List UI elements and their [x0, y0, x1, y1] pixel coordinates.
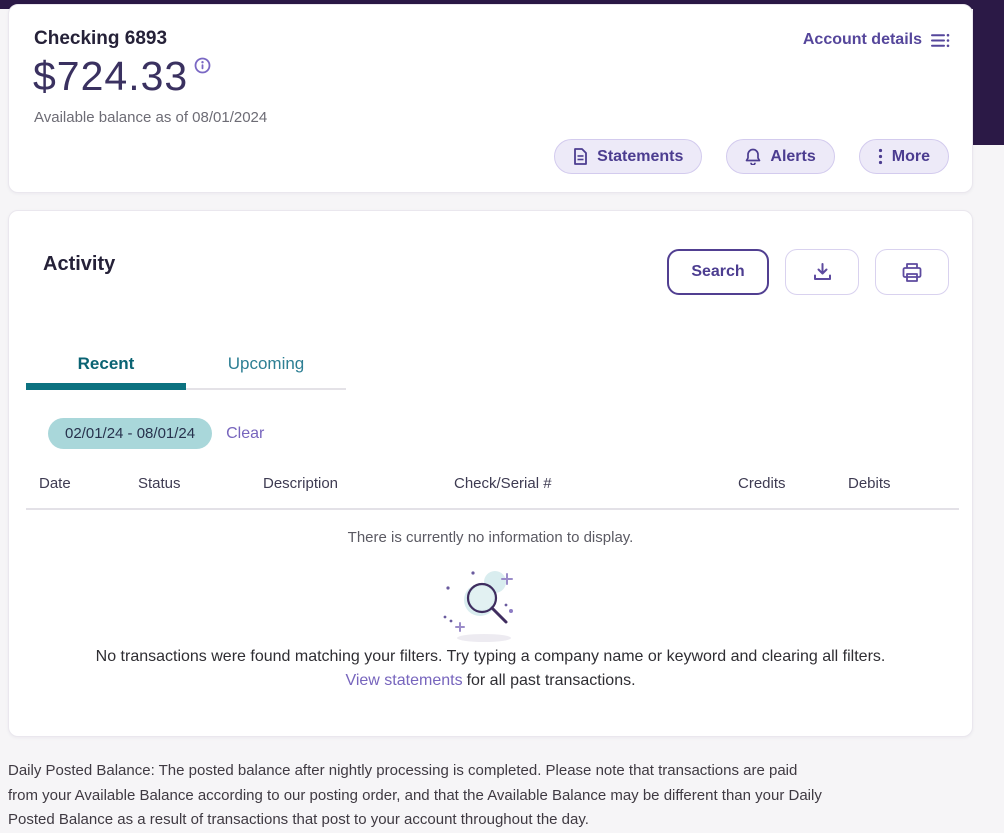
more-label: More [891, 147, 930, 165]
clear-filters-link[interactable]: Clear [226, 425, 264, 443]
column-header-debits: Debits [848, 475, 891, 492]
view-statements-label: View statements [345, 672, 463, 689]
tab-upcoming-indicator [186, 388, 346, 390]
document-icon [573, 148, 588, 165]
no-info-text: There is currently no information to dis… [347, 529, 634, 546]
statements-label: Statements [597, 147, 684, 165]
available-balance-note: Available balance as of 08/01/2024 [34, 109, 268, 126]
table-header-divider [26, 508, 959, 510]
more-button[interactable]: More [858, 139, 949, 174]
account-balance: $724.33 [33, 53, 189, 99]
tab-recent[interactable]: Recent [26, 348, 186, 390]
link-suffix-text: for all past transactions. [466, 672, 636, 689]
empty-state-link-line: View statements for all past transaction… [9, 672, 972, 690]
date-range-label: 02/01/24 - 08/01/24 [65, 425, 196, 442]
statements-button[interactable]: Statements [554, 139, 703, 174]
clear-label: Clear [226, 424, 265, 442]
bell-icon [745, 148, 761, 165]
details-list-icon [931, 33, 950, 48]
tab-recent-label: Recent [77, 354, 135, 373]
column-header-status: Status [138, 475, 181, 492]
print-button[interactable] [875, 249, 949, 295]
activity-tabs: Recent Upcoming [26, 348, 346, 390]
column-header-description: Description [263, 475, 339, 492]
printer-icon [901, 262, 923, 283]
account-details-label: Account details [802, 31, 922, 48]
download-button[interactable] [785, 249, 859, 295]
disclaimer-line-1: Daily Posted Balance: The posted balance… [8, 762, 798, 779]
download-icon [812, 262, 833, 282]
transactions-table-header: Date Status Description Check/Serial # C… [9, 475, 972, 492]
alerts-button[interactable]: Alerts [726, 139, 835, 174]
balance-row: $724.33 [33, 53, 211, 100]
daily-posted-balance-disclaimer: Daily Posted Balance: The posted balance… [8, 759, 965, 833]
view-statements-link[interactable]: View statements [345, 672, 462, 690]
search-button[interactable]: Search [667, 249, 769, 295]
magnifier-illustration [9, 566, 972, 649]
tab-upcoming-label: Upcoming [227, 354, 305, 373]
alerts-label: Alerts [770, 147, 816, 165]
activity-title: Activity [43, 253, 116, 275]
info-icon[interactable] [194, 57, 211, 74]
search-label: Search [691, 263, 745, 280]
column-header-date: Date [39, 475, 71, 492]
account-details-link[interactable]: Account details [803, 31, 950, 49]
header-band-right [973, 0, 1004, 145]
column-header-credits: Credits [738, 475, 786, 492]
quick-actions: Statements Alerts More [554, 139, 949, 174]
empty-state-message: No transactions were found matching your… [95, 648, 886, 665]
account-title: Checking 6893 [34, 28, 168, 49]
tab-upcoming[interactable]: Upcoming [186, 348, 346, 390]
column-header-check-serial: Check/Serial # [454, 475, 552, 492]
activity-card: Activity Search [8, 210, 973, 737]
activity-toolbar: Search [667, 249, 949, 295]
account-summary-card: Checking 6893 $724.33 Available balance … [8, 4, 973, 193]
date-range-chip[interactable]: 02/01/24 - 08/01/24 [48, 418, 213, 449]
disclaimer-line-2: from your Available Balance according to… [8, 786, 822, 804]
kebab-icon [878, 148, 883, 165]
tab-recent-indicator [26, 383, 186, 390]
filter-row: 02/01/24 - 08/01/24 Clear [48, 418, 264, 449]
